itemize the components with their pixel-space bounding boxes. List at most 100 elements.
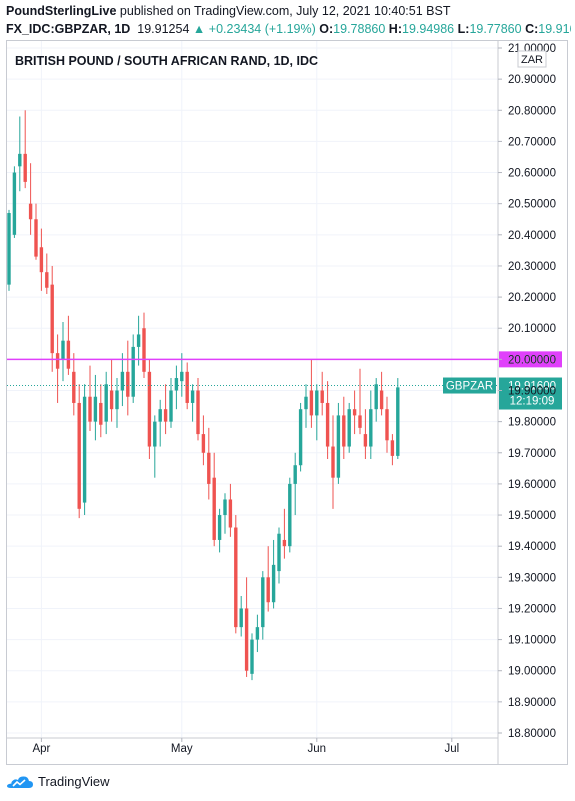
currency-label: ZAR: [521, 54, 543, 66]
candle-down: [379, 390, 384, 410]
axes: 21.0000020.9000020.8000020.7000020.60000…: [32, 43, 556, 755]
candle-up: [304, 396, 308, 410]
change-value: +0.23434 (+1.19%): [208, 22, 316, 36]
candle-down: [320, 390, 324, 403]
candle-down: [282, 539, 287, 547]
footer-brand: TradingView: [38, 774, 110, 789]
high-label: H:: [388, 22, 402, 36]
price-tick-label: 19.90000: [508, 386, 556, 398]
countdown-label: 12:19:09: [510, 396, 555, 408]
time-tick-label: Jun: [308, 743, 327, 755]
candle-up: [190, 390, 195, 403]
price-tick-label: 19.80000: [508, 417, 556, 429]
change-arrow-icon: ▲: [192, 22, 206, 36]
candle-up: [271, 564, 276, 603]
candle-up: [369, 409, 373, 447]
candle-up: [223, 499, 227, 516]
candle-down: [212, 477, 216, 540]
candle-down: [390, 440, 395, 456]
time-tick-label: May: [171, 743, 193, 755]
candle-down: [196, 390, 200, 435]
candle-down: [147, 371, 152, 447]
level-price-badge: [499, 351, 562, 368]
candle-up: [115, 390, 119, 410]
open-value: 19.78860: [333, 22, 386, 36]
tradingview-cloud-icon: [7, 775, 33, 788]
candle-up: [277, 533, 281, 572]
candle-up: [180, 371, 184, 382]
price-tick-label: 18.80000: [508, 728, 556, 740]
symbol-badge-label: GBPZAR: [446, 381, 493, 393]
candle-up: [93, 396, 98, 422]
currency-badge[interactable]: [517, 50, 547, 68]
publisher-name[interactable]: PoundSterlingLive: [6, 4, 117, 18]
price-tick-label: 19.20000: [508, 603, 556, 615]
candle-up: [255, 627, 260, 640]
low-value: 19.77860: [469, 22, 522, 36]
candle-down: [385, 409, 389, 441]
candle-down: [163, 409, 168, 422]
levels: 20.00000 GBPZAR 19.91600 12:19:09: [7, 351, 562, 410]
price-tick-label: 20.10000: [508, 323, 556, 335]
candle-down: [77, 402, 81, 509]
level-price-label: 20.00000: [508, 354, 556, 366]
candle-down: [234, 527, 238, 628]
candle-down: [99, 402, 103, 425]
candle-down: [325, 402, 330, 447]
candle-down: [109, 390, 114, 410]
candle-down: [342, 415, 346, 447]
symbol-badge: [443, 377, 496, 394]
candle-down: [45, 272, 49, 288]
candle-down: [23, 153, 27, 182]
candle-up: [374, 384, 378, 410]
price-tick-label: 19.40000: [508, 541, 556, 553]
price-tick-label: 19.30000: [508, 572, 556, 584]
time-tick-label: Jul: [444, 743, 459, 755]
candle-down: [72, 371, 76, 403]
price-tick-label: 19.60000: [508, 479, 556, 491]
chart-title: BRITISH POUND / SOUTH AFRICAN RAND, 1D, …: [15, 54, 318, 68]
candle-up: [396, 387, 400, 456]
candle-up: [293, 465, 297, 484]
tradingview-footer[interactable]: TradingView: [6, 774, 110, 789]
candle-down: [142, 328, 146, 372]
candle-down: [309, 390, 314, 416]
candle-down: [358, 415, 362, 428]
price-tick-label: 20.00000: [508, 354, 556, 366]
price-tick-label: 20.60000: [508, 168, 556, 180]
candle-down: [331, 446, 335, 478]
price-tick-label: 19.00000: [508, 666, 556, 678]
price-tick-label: 20.50000: [508, 199, 556, 211]
open-label: O:: [319, 22, 334, 36]
candle-up: [288, 483, 292, 547]
candle-up: [61, 340, 65, 360]
candle-up: [336, 415, 341, 478]
price-tick-label: 19.70000: [508, 448, 556, 460]
candle-down: [244, 608, 249, 671]
candle-down: [28, 203, 33, 220]
chart-frame: [6, 40, 568, 765]
price-tick-label: 20.90000: [508, 74, 556, 86]
candles: [7, 110, 400, 681]
candle-down: [50, 284, 54, 354]
candle-up: [18, 153, 22, 167]
high-value: 19.94986: [402, 22, 455, 36]
candle-up: [104, 384, 108, 422]
low-label: L:: [457, 22, 470, 36]
candle-up: [174, 378, 179, 391]
candle-up: [131, 346, 135, 397]
last-price-label: 19.91600: [508, 381, 556, 393]
candle-up: [298, 409, 303, 466]
candle-down: [201, 434, 206, 453]
last-price-badge: [499, 377, 562, 410]
candle-up: [239, 608, 243, 628]
close-value: 19.9160: [538, 22, 571, 36]
last-value: 19.91254: [137, 22, 190, 36]
close-label: C:: [525, 22, 539, 36]
candle-down: [207, 452, 211, 484]
candle-down: [88, 396, 92, 422]
published-text: published on TradingView.com, July 12, 2…: [116, 4, 451, 18]
candle-up: [261, 577, 265, 628]
candle-down: [228, 499, 233, 528]
